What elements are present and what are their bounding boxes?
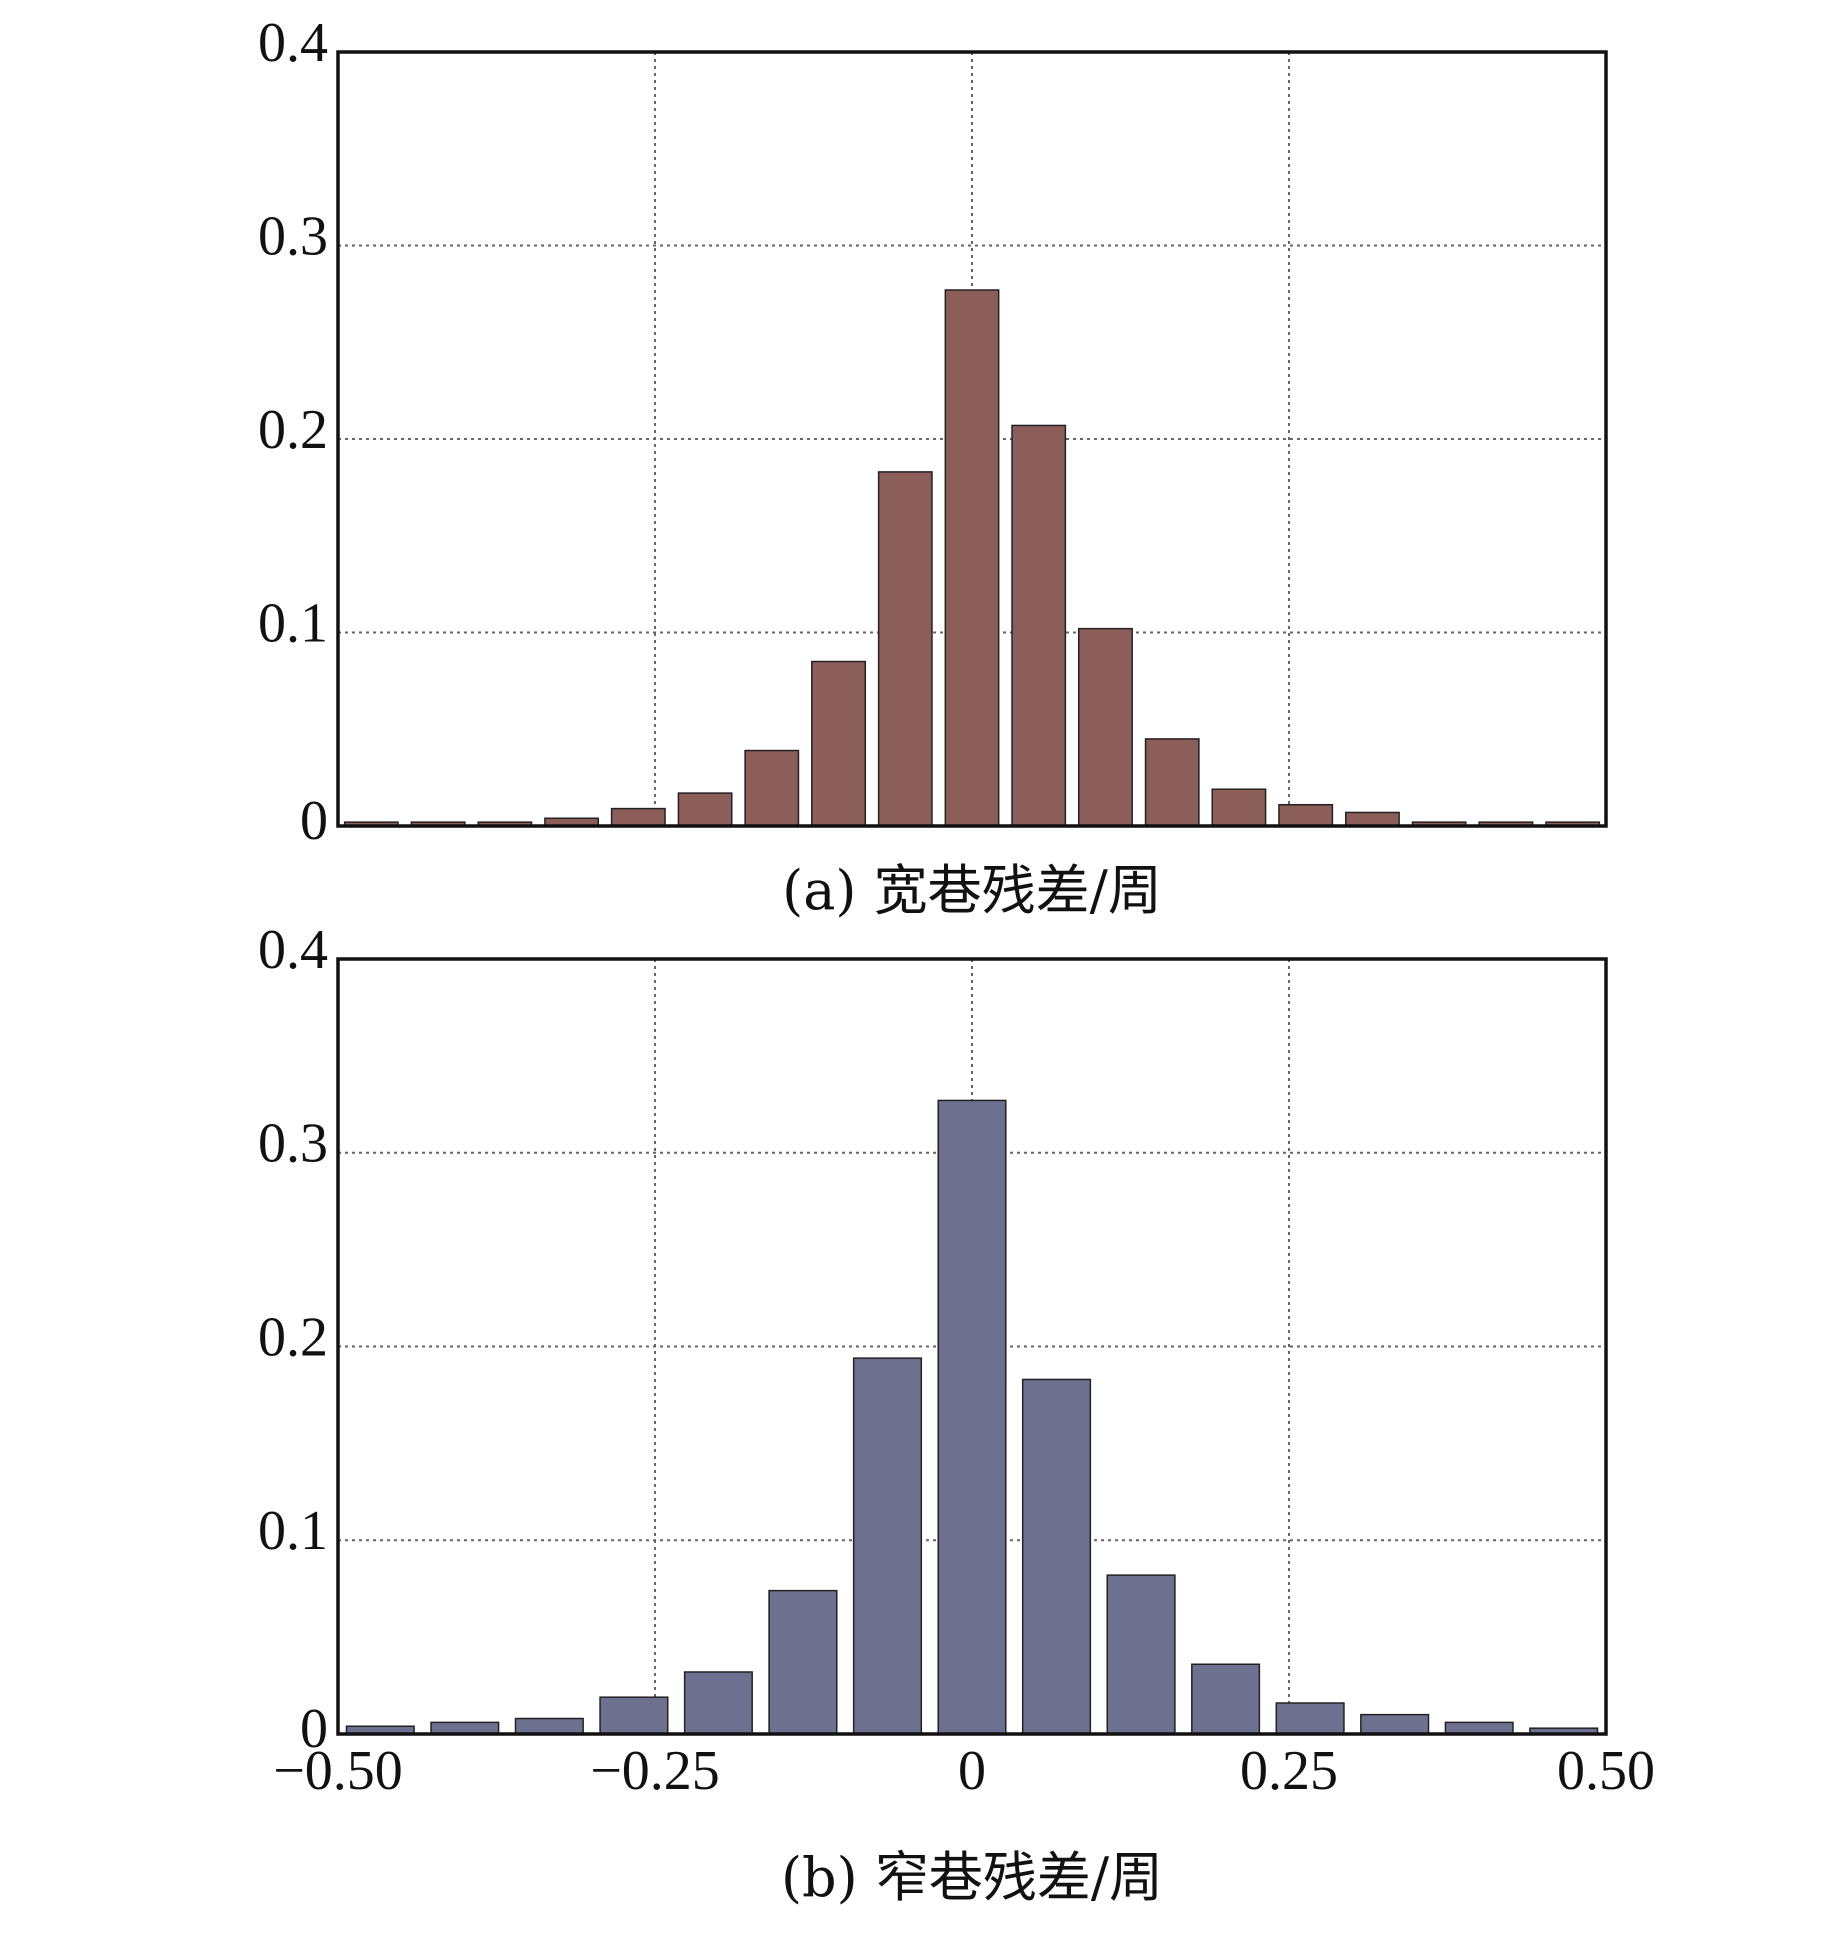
bar xyxy=(1106,1574,1176,1735)
bar xyxy=(877,471,933,827)
plot-frame xyxy=(336,957,1608,1736)
bar xyxy=(944,289,1000,827)
bar xyxy=(811,660,867,827)
bar xyxy=(683,1671,753,1735)
y-tick-label: 0.3 xyxy=(258,1113,328,1175)
bar xyxy=(1021,1378,1092,1735)
bar xyxy=(514,1717,584,1735)
y-tick-label: 0 xyxy=(300,1698,328,1760)
x-tick-label: 0.50 xyxy=(1557,1740,1655,1802)
y-tick-label: 0.2 xyxy=(258,399,328,461)
x-tick-label: −0.50 xyxy=(273,1740,403,1802)
bar xyxy=(1278,803,1334,827)
bar xyxy=(744,749,800,827)
y-tick-label: 0.3 xyxy=(258,205,328,267)
y-tick-label: 0.4 xyxy=(258,12,328,74)
y-tick-label: 0.4 xyxy=(258,919,328,981)
bar xyxy=(852,1357,923,1735)
bar xyxy=(599,1696,669,1735)
bar xyxy=(610,807,666,827)
bar xyxy=(677,792,733,827)
plot-frame xyxy=(336,50,1608,828)
y-tick-label: 0.1 xyxy=(258,592,328,654)
bar xyxy=(1144,738,1200,827)
bar xyxy=(1191,1663,1261,1735)
x-tick-label: 0.25 xyxy=(1240,1740,1338,1802)
bar xyxy=(1011,424,1067,827)
y-tick-label: 0 xyxy=(300,790,328,852)
y-tick-label: 0.1 xyxy=(258,1500,328,1562)
x-tick-label: −0.25 xyxy=(590,1740,720,1802)
bar xyxy=(768,1589,838,1735)
x-tick-label: 0 xyxy=(958,1740,986,1802)
bar xyxy=(1360,1713,1430,1735)
bar xyxy=(1077,627,1133,827)
bar xyxy=(937,1099,1007,1735)
y-tick-label: 0.2 xyxy=(258,1306,328,1368)
x-axis-label: (b) 窄巷残差/周 xyxy=(781,1846,1163,1909)
x-axis-label: (a) 宽巷残差/周 xyxy=(782,859,1162,922)
bar xyxy=(1211,788,1267,827)
bar xyxy=(1345,811,1400,827)
bar xyxy=(1275,1702,1345,1735)
